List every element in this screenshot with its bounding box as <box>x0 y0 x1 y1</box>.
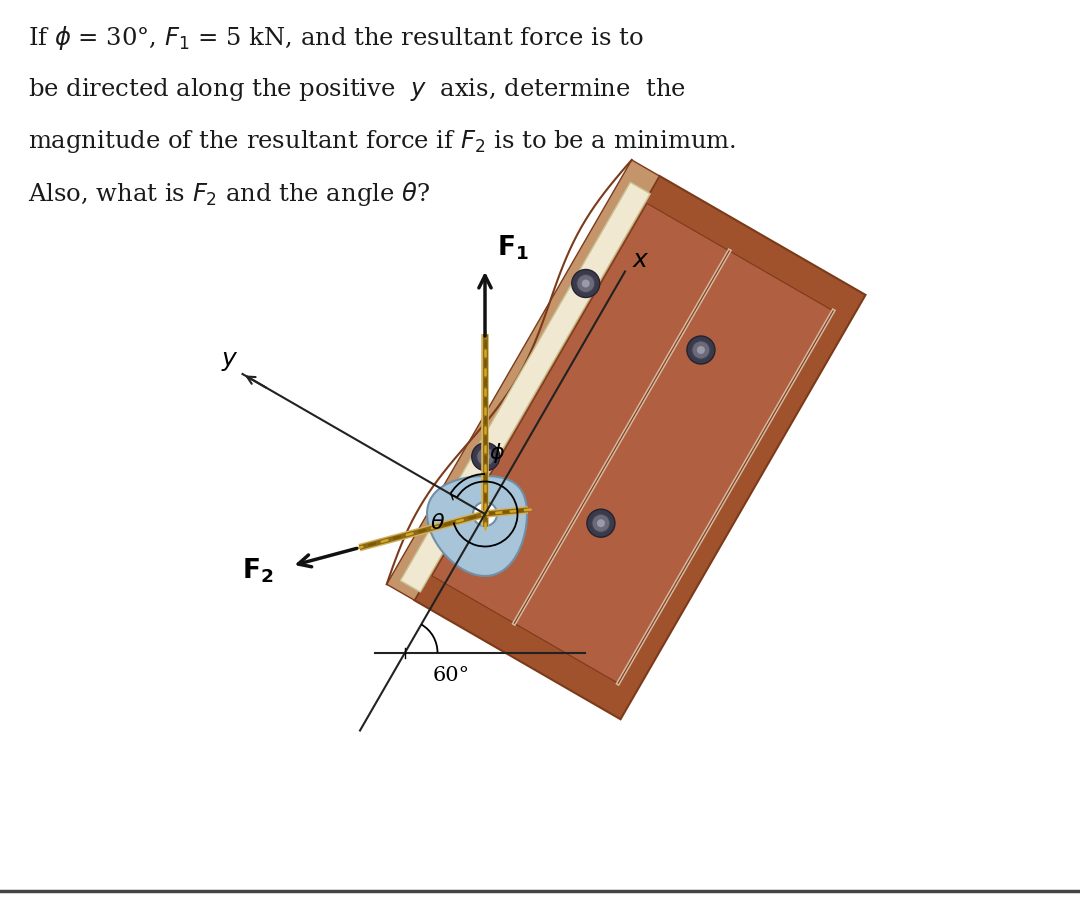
Text: 60°: 60° <box>433 665 470 684</box>
Text: Also, what is $F_2$ and the angle $\theta$?: Also, what is $F_2$ and the angle $\thet… <box>28 180 430 208</box>
Text: $\mathbf{F_1}$: $\mathbf{F_1}$ <box>497 234 529 262</box>
Text: be directed along the positive  $y$  axis, determine  the: be directed along the positive $y$ axis,… <box>28 76 686 103</box>
Text: $x$: $x$ <box>632 248 650 271</box>
Circle shape <box>687 336 715 364</box>
Circle shape <box>571 270 599 298</box>
Circle shape <box>586 509 615 538</box>
Circle shape <box>582 280 590 288</box>
Circle shape <box>476 448 495 466</box>
Text: $\mathbf{F_2}$: $\mathbf{F_2}$ <box>242 556 274 585</box>
Polygon shape <box>427 476 527 576</box>
Text: $y$: $y$ <box>220 350 239 373</box>
Text: $\theta$: $\theta$ <box>430 512 445 534</box>
Circle shape <box>597 520 605 527</box>
Circle shape <box>692 341 710 359</box>
Circle shape <box>472 442 500 471</box>
Polygon shape <box>387 160 660 601</box>
Circle shape <box>473 502 497 526</box>
Text: magnitude of the resultant force if $F_2$ is to be a minimum.: magnitude of the resultant force if $F_2… <box>28 128 737 155</box>
Circle shape <box>577 274 595 292</box>
Circle shape <box>592 514 610 532</box>
Polygon shape <box>415 176 865 719</box>
Circle shape <box>482 453 489 460</box>
Polygon shape <box>401 182 650 592</box>
Polygon shape <box>432 203 833 683</box>
Circle shape <box>697 346 705 354</box>
Text: $\phi$: $\phi$ <box>489 441 505 465</box>
Text: If $\phi$ = 30°, $F_1$ = 5 kN, and the resultant force is to: If $\phi$ = 30°, $F_1$ = 5 kN, and the r… <box>28 24 644 52</box>
